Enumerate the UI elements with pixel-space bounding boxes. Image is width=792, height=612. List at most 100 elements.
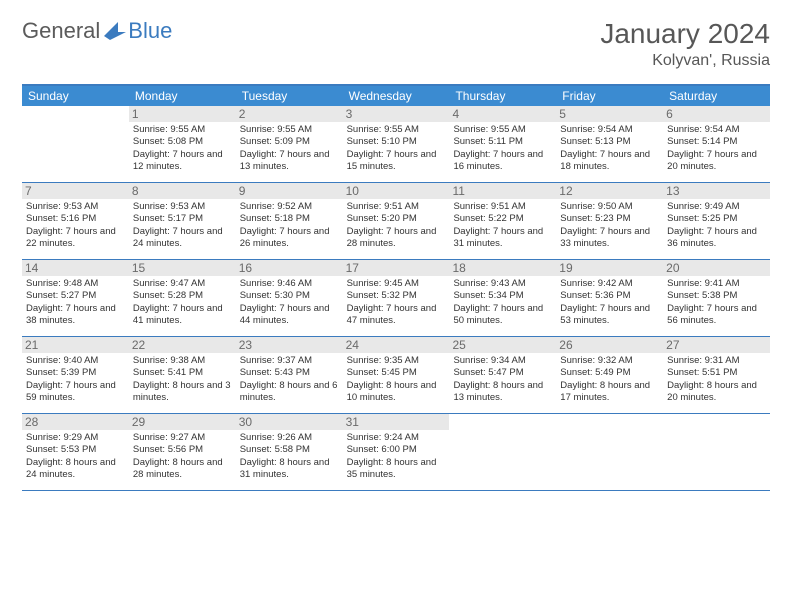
sunrise-text: Sunrise: 9:37 AM <box>240 355 339 367</box>
logo-text-blue: Blue <box>128 18 172 44</box>
daylight-text: Daylight: 7 hours and 22 minutes. <box>26 226 125 251</box>
daylight-text: Daylight: 7 hours and 16 minutes. <box>453 149 552 174</box>
day-number: 9 <box>236 183 343 199</box>
day-number: 8 <box>129 183 236 199</box>
sunset-text: Sunset: 5:41 PM <box>133 367 232 379</box>
sunrise-text: Sunrise: 9:48 AM <box>26 278 125 290</box>
day-number: 21 <box>22 337 129 353</box>
day-info: Sunrise: 9:31 AMSunset: 5:51 PMDaylight:… <box>667 355 766 404</box>
day-number: 30 <box>236 414 343 430</box>
title-block: January 2024 Kolyvan', Russia <box>600 18 770 70</box>
calendar-cell: 15 Sunrise: 9:47 AMSunset: 5:28 PMDayligh… <box>129 260 236 336</box>
day-info: Sunrise: 9:27 AMSunset: 5:56 PMDaylight:… <box>133 432 232 481</box>
calendar-cell: 27Sunrise: 9:31 AMSunset: 5:51 PMDayligh… <box>663 337 770 413</box>
sunrise-text: Sunrise: 9:52 AM <box>240 201 339 213</box>
calendar-cell: 14 Sunrise: 9:48 AMSunset: 5:27 PMDayligh… <box>22 260 129 336</box>
sunrise-text: Sunrise: 9:51 AM <box>453 201 552 213</box>
day-info: Sunrise: 9:49 AMSunset: 5:25 PMDaylight:… <box>667 201 766 250</box>
day-info: Sunrise: 9:47 AMSunset: 5:28 PMDaylight:… <box>133 278 232 327</box>
day-number: 3 <box>343 106 450 122</box>
daylight-text: Daylight: 8 hours and 3 minutes. <box>133 380 232 405</box>
calendar-cell <box>663 414 770 490</box>
day-info: Sunrise: 9:54 AMSunset: 5:13 PMDaylight:… <box>560 124 659 173</box>
sunrise-text: Sunrise: 9:29 AM <box>26 432 125 444</box>
daylight-text: Daylight: 7 hours and 26 minutes. <box>240 226 339 251</box>
sunrise-text: Sunrise: 9:54 AM <box>560 124 659 136</box>
sunrise-text: Sunrise: 9:43 AM <box>453 278 552 290</box>
day-info: Sunrise: 9:53 AMSunset: 5:17 PMDaylight:… <box>133 201 232 250</box>
day-info: Sunrise: 9:34 AMSunset: 5:47 PMDaylight:… <box>453 355 552 404</box>
sunset-text: Sunset: 5:25 PM <box>667 213 766 225</box>
sunset-text: Sunset: 5:30 PM <box>240 290 339 302</box>
calendar-cell: 31Sunrise: 9:24 AMSunset: 6:00 PMDayligh… <box>343 414 450 490</box>
day-info: Sunrise: 9:48 AMSunset: 5:27 PMDaylight:… <box>26 278 125 327</box>
day-number: 25 <box>449 337 556 353</box>
day-header: Monday <box>129 86 236 106</box>
day-info: Sunrise: 9:52 AMSunset: 5:18 PMDaylight:… <box>240 201 339 250</box>
daylight-text: Daylight: 7 hours and 12 minutes. <box>133 149 232 174</box>
sunrise-text: Sunrise: 9:45 AM <box>347 278 446 290</box>
sunrise-text: Sunrise: 9:34 AM <box>453 355 552 367</box>
calendar-cell: 29 Sunrise: 9:27 AMSunset: 5:56 PMDayligh… <box>129 414 236 490</box>
day-number: 1 <box>129 106 236 122</box>
day-info: Sunrise: 9:55 AMSunset: 5:09 PMDaylight:… <box>240 124 339 173</box>
week-row: 1 Sunrise: 9:55 AMSunset: 5:08 PMDaylight… <box>22 106 770 183</box>
sunset-text: Sunset: 5:16 PM <box>26 213 125 225</box>
page-title: January 2024 <box>600 18 770 50</box>
day-number: 14 <box>22 260 129 276</box>
calendar-cell: 22Sunrise: 9:38 AMSunset: 5:41 PMDayligh… <box>129 337 236 413</box>
day-info: Sunrise: 9:46 AMSunset: 5:30 PMDaylight:… <box>240 278 339 327</box>
calendar-cell: 28Sunrise: 9:29 AMSunset: 5:53 PMDayligh… <box>22 414 129 490</box>
location-label: Kolyvan', Russia <box>600 52 770 70</box>
calendar-cell: 8 Sunrise: 9:53 AMSunset: 5:17 PMDaylight… <box>129 183 236 259</box>
daylight-text: Daylight: 8 hours and 10 minutes. <box>347 380 446 405</box>
sunset-text: Sunset: 5:56 PM <box>133 444 232 456</box>
calendar-cell: 20Sunrise: 9:41 AMSunset: 5:38 PMDayligh… <box>663 260 770 336</box>
calendar-cell <box>22 106 129 182</box>
day-header: Tuesday <box>236 86 343 106</box>
calendar-cell: 10Sunrise: 9:51 AMSunset: 5:20 PMDayligh… <box>343 183 450 259</box>
daylight-text: Daylight: 7 hours and 53 minutes. <box>560 303 659 328</box>
calendar-cell: 4Sunrise: 9:55 AMSunset: 5:11 PMDaylight… <box>449 106 556 182</box>
sunset-text: Sunset: 5:27 PM <box>26 290 125 302</box>
day-number: 16 <box>236 260 343 276</box>
daylight-text: Daylight: 8 hours and 17 minutes. <box>560 380 659 405</box>
sunset-text: Sunset: 5:23 PM <box>560 213 659 225</box>
calendar-cell: 3 Sunrise: 9:55 AMSunset: 5:10 PMDaylight… <box>343 106 450 182</box>
logo-swoosh-icon <box>104 22 126 40</box>
day-number: 10 <box>343 183 450 199</box>
calendar-cell: 17Sunrise: 9:45 AMSunset: 5:32 PMDayligh… <box>343 260 450 336</box>
calendar-cell: 9 Sunrise: 9:52 AMSunset: 5:18 PMDaylight… <box>236 183 343 259</box>
sunset-text: Sunset: 5:53 PM <box>26 444 125 456</box>
daylight-text: Daylight: 7 hours and 44 minutes. <box>240 303 339 328</box>
daylight-text: Daylight: 8 hours and 13 minutes. <box>453 380 552 405</box>
calendar-cell: 26Sunrise: 9:32 AMSunset: 5:49 PMDayligh… <box>556 337 663 413</box>
calendar-cell: 18Sunrise: 9:43 AMSunset: 5:34 PMDayligh… <box>449 260 556 336</box>
sunset-text: Sunset: 5:10 PM <box>347 136 446 148</box>
day-info: Sunrise: 9:53 AMSunset: 5:16 PMDaylight:… <box>26 201 125 250</box>
day-number: 13 <box>663 183 770 199</box>
day-number: 15 <box>129 260 236 276</box>
sunset-text: Sunset: 5:36 PM <box>560 290 659 302</box>
sunset-text: Sunset: 5:28 PM <box>133 290 232 302</box>
day-info: Sunrise: 9:37 AMSunset: 5:43 PMDaylight:… <box>240 355 339 404</box>
day-number: 11 <box>449 183 556 199</box>
day-header: Thursday <box>449 86 556 106</box>
day-header: Wednesday <box>343 86 450 106</box>
calendar-cell: 11 Sunrise: 9:51 AMSunset: 5:22 PMDayligh… <box>449 183 556 259</box>
sunset-text: Sunset: 6:00 PM <box>347 444 446 456</box>
daylight-text: Daylight: 7 hours and 50 minutes. <box>453 303 552 328</box>
day-number: 20 <box>663 260 770 276</box>
daylight-text: Daylight: 7 hours and 36 minutes. <box>667 226 766 251</box>
calendar-cell: 25 Sunrise: 9:34 AMSunset: 5:47 PMDayligh… <box>449 337 556 413</box>
daylight-text: Daylight: 7 hours and 13 minutes. <box>240 149 339 174</box>
sunset-text: Sunset: 5:22 PM <box>453 213 552 225</box>
daylight-text: Daylight: 7 hours and 47 minutes. <box>347 303 446 328</box>
day-number: 6 <box>663 106 770 122</box>
daylight-text: Daylight: 8 hours and 6 minutes. <box>240 380 339 405</box>
sunset-text: Sunset: 5:58 PM <box>240 444 339 456</box>
day-number: 29 <box>129 414 236 430</box>
day-info: Sunrise: 9:55 AMSunset: 5:08 PMDaylight:… <box>133 124 232 173</box>
day-info: Sunrise: 9:51 AMSunset: 5:22 PMDaylight:… <box>453 201 552 250</box>
day-info: Sunrise: 9:55 AMSunset: 5:10 PMDaylight:… <box>347 124 446 173</box>
